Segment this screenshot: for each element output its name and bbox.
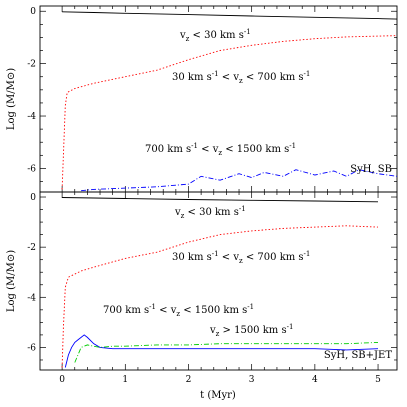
x-tick-label: 0 (59, 375, 65, 385)
x-tick-label: 5 (375, 375, 381, 385)
x-tick-label: 3 (249, 375, 255, 385)
series-line (62, 197, 379, 203)
annotations: vz < 30 km s-1 30 km s-1 < vz < 700 km s… (103, 205, 392, 361)
y-tick-label: 0 (30, 7, 36, 17)
y-tick-label: -6 (27, 164, 36, 174)
y-tick-label: -4 (27, 112, 36, 122)
series-annotation: 30 km s-1 < vz < 700 km s-1 (172, 70, 310, 85)
series-annotation: 30 km s-1 < vz < 700 km s-1 (172, 250, 310, 265)
series-group (61, 11, 398, 192)
series-line (61, 35, 398, 190)
tick-labels: 0 -2 -4 -6 0 1 2 3 4 5 Log (M/M⊙) (6, 193, 381, 385)
y-axis-title: Log (M/M⊙) (6, 250, 17, 312)
x-axis-title: t (Myr) (200, 390, 236, 401)
series-annotation: 700 km s-1 < vz < 1500 km s-1 (145, 142, 296, 157)
series-line (62, 11, 398, 20)
series-annotation: vz > 1500 km s-1 (209, 323, 293, 338)
y-tick-label: -4 (27, 293, 36, 303)
plot-frame (39, 191, 398, 371)
axis-ticks (40, 192, 397, 370)
y-tick-label: -6 (27, 343, 36, 353)
series-line (64, 334, 379, 368)
annotations: vz < 30 km s-1 30 km s-1 < vz < 700 km s… (145, 28, 392, 175)
series-annotation: vz < 30 km s-1 (174, 205, 246, 220)
y-tick-label: -2 (27, 243, 36, 253)
series-line (74, 341, 379, 363)
x-tick-label: 1 (122, 375, 128, 385)
series-line (81, 169, 398, 192)
y-tick-label: 0 (30, 193, 36, 203)
series-line (61, 225, 379, 368)
series-annotation: 700 km s-1 < vz < 1500 km s-1 (103, 303, 254, 318)
panel-tag: SyH, SB+JET (324, 350, 392, 361)
panel-tag: SyH, SB (350, 164, 392, 175)
x-tick-label: 4 (312, 375, 318, 385)
tick-labels: 0 -2 -4 -6 Log (M/M⊙) (6, 7, 36, 174)
series-group (61, 197, 379, 368)
axis-ticks (40, 6, 397, 192)
y-axis-title: Log (M/M⊙) (6, 68, 17, 130)
y-tick-label: -2 (27, 60, 36, 70)
series-annotation: vz < 30 km s-1 (179, 28, 251, 43)
x-tick-label: 2 (186, 375, 192, 385)
panel-bottom: 0 -2 -4 -6 0 1 2 3 4 5 Log (M/M⊙) vz < 30 km s-1 3… (6, 191, 398, 385)
panel-top: 0 -2 -4 -6 Log (M/M⊙) vz < 30 km s-1 30 km s… (6, 5, 398, 193)
